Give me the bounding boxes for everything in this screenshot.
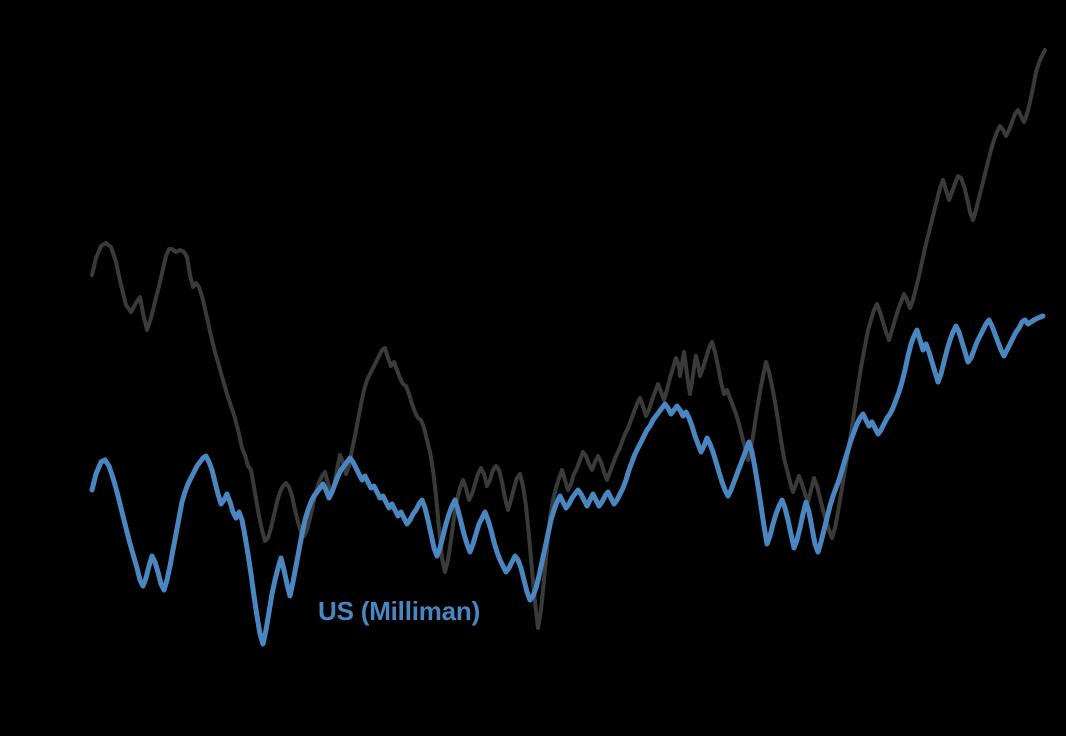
series-label-us-milliman: US (Milliman) xyxy=(318,596,481,626)
series-group xyxy=(89,48,1047,647)
series-line-2 xyxy=(89,313,1046,647)
series-line-1 xyxy=(90,48,1047,630)
